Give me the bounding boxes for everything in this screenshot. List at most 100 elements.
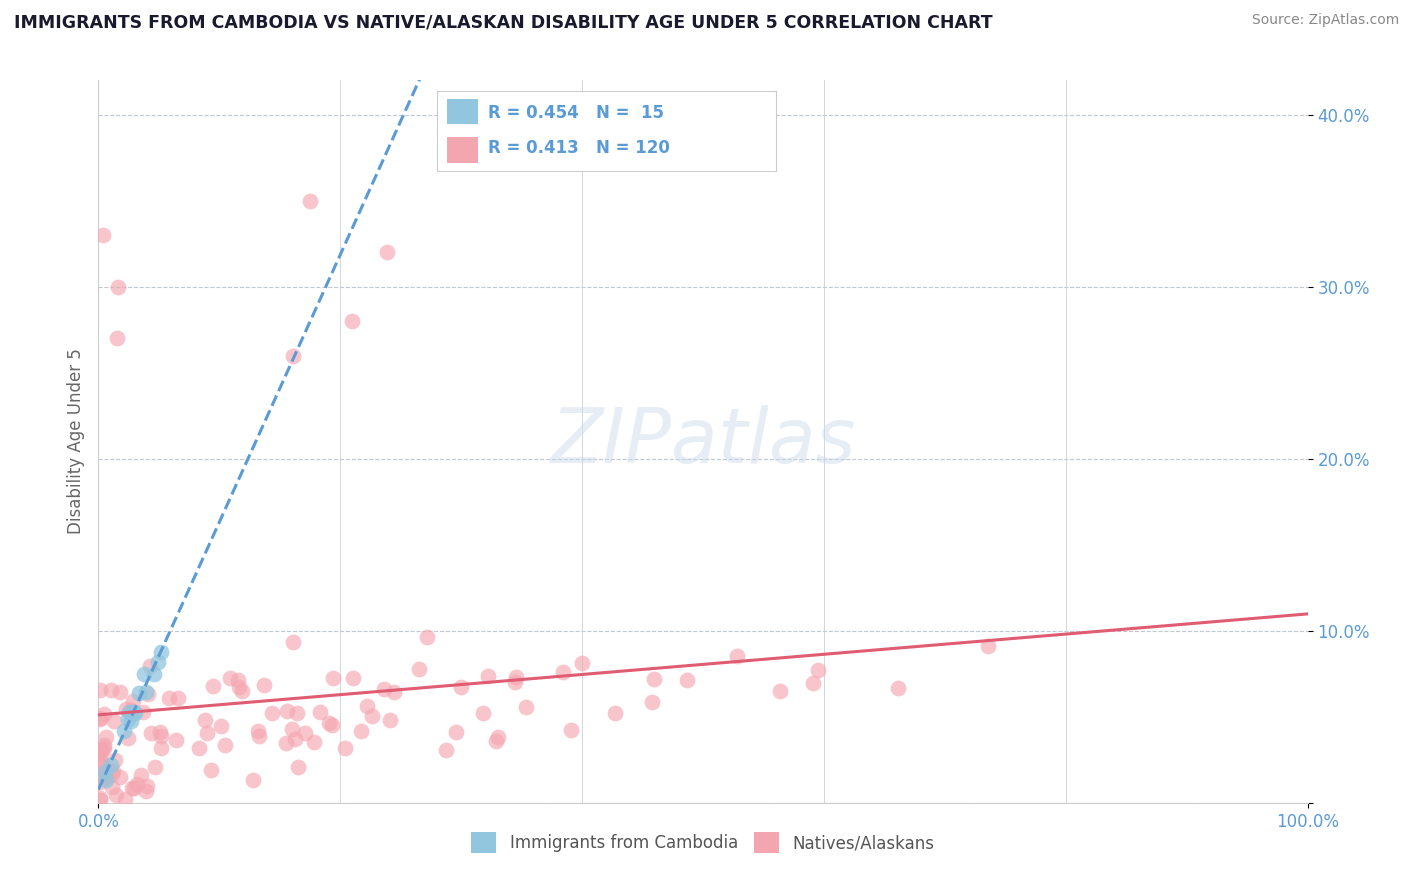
Point <box>100 767 122 781</box>
Point <box>117 712 139 726</box>
Point <box>91 228 114 243</box>
Point <box>377 245 399 260</box>
Point <box>89 712 111 726</box>
Point <box>503 674 526 689</box>
Point <box>120 703 142 717</box>
Point <box>90 743 112 757</box>
Point <box>115 701 138 715</box>
Point <box>280 722 302 736</box>
Point <box>89 767 111 781</box>
Point <box>100 758 122 772</box>
Point <box>640 695 662 709</box>
Point <box>471 706 494 721</box>
Legend: Immigrants from Cambodia, Natives/Alaskans: Immigrants from Cambodia, Natives/Alaska… <box>464 826 942 860</box>
Point <box>285 706 308 721</box>
Point <box>477 669 499 683</box>
Point <box>89 744 111 758</box>
Point <box>89 711 111 725</box>
Point <box>122 705 145 719</box>
Point <box>89 793 111 807</box>
Point <box>122 780 145 795</box>
Point <box>136 687 159 701</box>
Point <box>114 791 136 805</box>
Point <box>202 680 225 694</box>
Point <box>801 676 824 690</box>
Point <box>485 733 508 747</box>
Point <box>141 726 163 740</box>
Point <box>274 736 297 750</box>
Point <box>142 667 165 681</box>
Point <box>643 672 665 686</box>
Point <box>89 775 111 789</box>
Point <box>100 683 122 698</box>
Point <box>283 349 305 363</box>
Point <box>436 743 458 757</box>
Point <box>93 740 115 755</box>
Point <box>112 723 135 738</box>
Point <box>121 694 143 708</box>
Point <box>218 671 240 685</box>
Point <box>94 773 117 788</box>
Point <box>94 730 117 744</box>
Y-axis label: Disability Age Under 5: Disability Age Under 5 <box>66 349 84 534</box>
Point <box>294 726 316 740</box>
Point <box>342 671 364 685</box>
Point <box>486 730 509 744</box>
Point <box>124 706 146 720</box>
Point <box>247 724 270 739</box>
Point <box>105 331 128 345</box>
Point <box>262 706 284 720</box>
Point <box>276 704 298 718</box>
Point <box>101 780 124 795</box>
Point <box>340 314 363 328</box>
Point <box>298 194 321 208</box>
Point <box>242 773 264 788</box>
Point <box>444 725 467 739</box>
Point <box>194 713 217 727</box>
Point <box>415 630 437 644</box>
Point <box>120 714 142 728</box>
Point <box>104 788 127 802</box>
Point <box>103 714 125 728</box>
Point <box>281 634 304 648</box>
Point <box>94 765 117 780</box>
Point <box>165 732 187 747</box>
Point <box>287 760 309 774</box>
Point <box>322 671 344 685</box>
Point <box>104 753 127 767</box>
Point <box>90 755 112 769</box>
Point <box>143 760 166 774</box>
Point <box>886 681 908 695</box>
Point <box>159 690 181 705</box>
Point <box>515 700 537 714</box>
Point <box>380 713 402 727</box>
Point <box>768 684 790 698</box>
Point <box>571 656 593 670</box>
Point <box>304 735 326 749</box>
Point <box>150 729 173 743</box>
Point <box>89 746 111 760</box>
Point <box>725 648 748 663</box>
Text: ZIPatlas: ZIPatlas <box>550 405 856 478</box>
Point <box>107 279 129 293</box>
Point <box>132 705 155 719</box>
Point <box>89 756 111 770</box>
Point <box>127 777 149 791</box>
Text: IMMIGRANTS FROM CAMBODIA VS NATIVE/ALASKAN DISABILITY AGE UNDER 5 CORRELATION CH: IMMIGRANTS FROM CAMBODIA VS NATIVE/ALASK… <box>14 13 993 31</box>
Point <box>93 738 115 752</box>
Point <box>603 706 626 720</box>
Point <box>135 685 157 699</box>
Point <box>676 673 699 687</box>
Point <box>373 682 395 697</box>
Point <box>350 724 373 739</box>
Point <box>118 705 141 719</box>
Point <box>200 763 222 777</box>
Point <box>167 691 190 706</box>
Point <box>129 768 152 782</box>
Point <box>93 706 115 721</box>
Point <box>195 726 218 740</box>
Point <box>90 770 112 784</box>
Point <box>214 739 236 753</box>
Point <box>408 662 430 676</box>
Point <box>89 683 111 698</box>
